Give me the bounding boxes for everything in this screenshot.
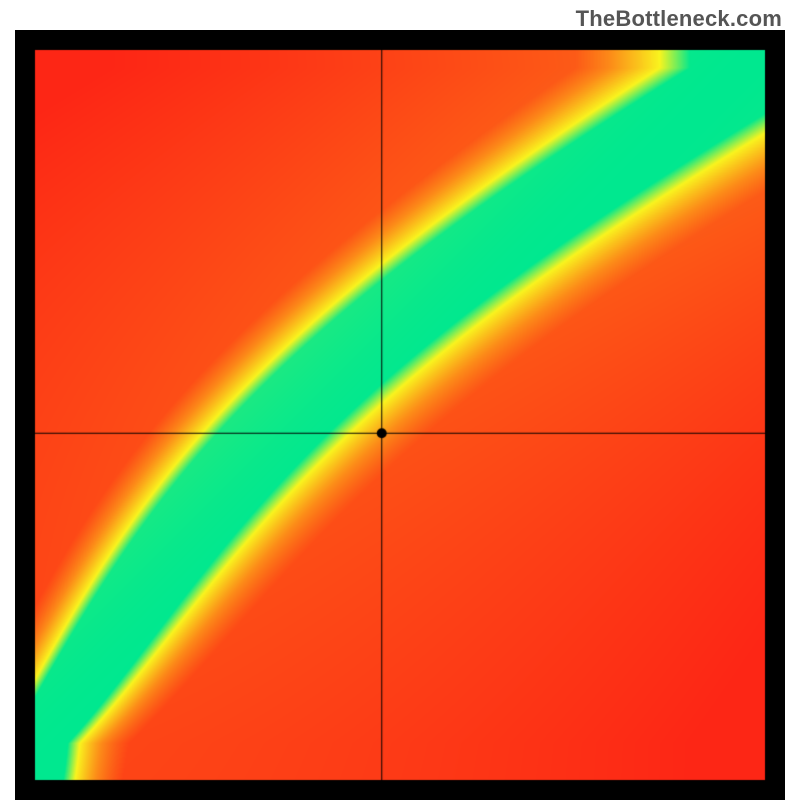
watermark-text: TheBottleneck.com: [576, 6, 782, 32]
bottleneck-heatmap: [15, 30, 785, 800]
